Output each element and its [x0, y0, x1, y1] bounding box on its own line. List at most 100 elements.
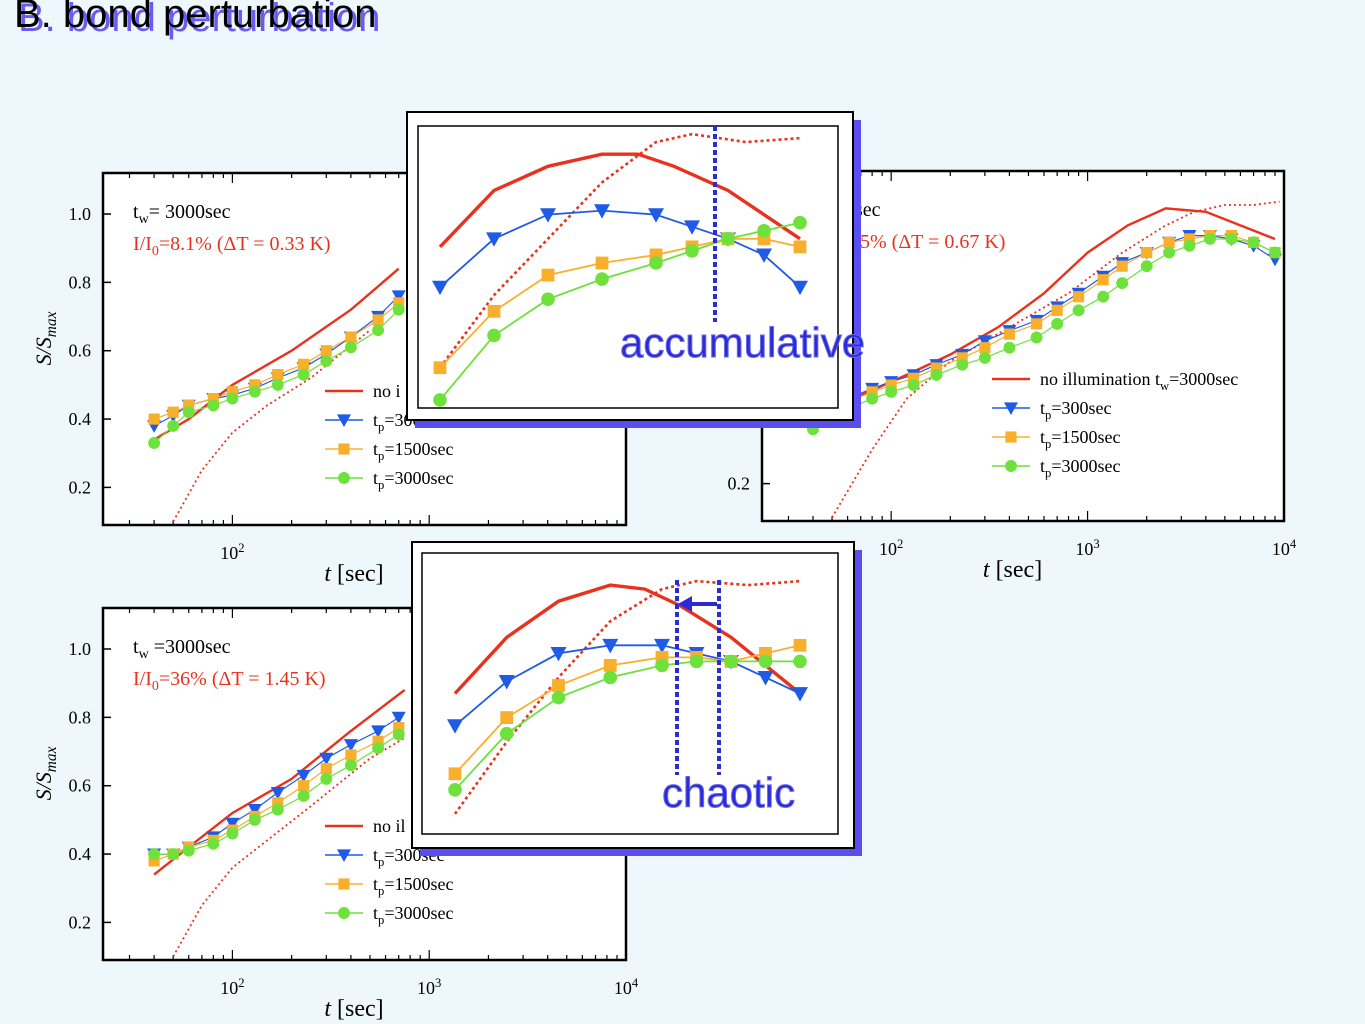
data-point	[930, 368, 943, 381]
data-point	[248, 385, 261, 398]
legend-marker	[1004, 402, 1018, 415]
inset-data-point	[595, 256, 609, 270]
x-tick-label: 103	[417, 976, 441, 998]
inset-data-point	[757, 223, 771, 238]
inset-data-point	[602, 638, 619, 654]
data-point	[148, 437, 161, 449]
data-point	[345, 749, 357, 761]
inset-data-point	[792, 280, 808, 296]
y-axis-label: S/Smax	[31, 746, 60, 800]
inset-data-point	[684, 220, 700, 235]
data-point	[272, 797, 284, 809]
y-tick-label: 0.2	[69, 477, 92, 497]
data-point	[371, 725, 386, 739]
x-axis-label: t [sec]	[983, 557, 1042, 583]
data-point	[207, 837, 220, 850]
inset-plot-frame	[417, 125, 839, 409]
series-line-reference	[172, 329, 371, 523]
inset-data-point	[487, 304, 501, 318]
data-point	[343, 739, 358, 752]
y-tick-label: 0.8	[69, 272, 92, 292]
data-point	[249, 379, 261, 391]
data-point	[866, 386, 878, 398]
data-point	[885, 385, 898, 398]
legend-marker	[338, 878, 350, 890]
data-point	[320, 763, 332, 775]
inset-data-point	[721, 232, 735, 246]
x-tick-label: 103	[1075, 537, 1099, 559]
y-tick-label: 0.6	[69, 776, 92, 796]
data-point	[297, 358, 310, 370]
legend-label: tp=1500sec	[373, 874, 453, 898]
inset-data-point	[689, 654, 704, 669]
data-point	[319, 752, 334, 766]
data-point	[167, 848, 180, 861]
inset-data-point	[541, 268, 555, 282]
data-point	[391, 290, 406, 304]
data-point	[207, 392, 219, 405]
x-axis-label: t [sec]	[324, 996, 383, 1022]
data-point	[956, 352, 968, 364]
legend-marker	[1005, 460, 1017, 472]
inset-data-point	[486, 232, 502, 247]
inset-data-point	[498, 675, 515, 690]
inset-data-point	[648, 208, 664, 223]
data-point	[393, 722, 405, 734]
data-point	[1183, 233, 1196, 245]
y-tick-label: 0.2	[728, 474, 751, 494]
legend-marker	[337, 414, 351, 427]
legend-marker	[338, 472, 350, 484]
inset-data-point	[603, 659, 617, 672]
data-point	[225, 817, 240, 831]
inset-data-point	[758, 654, 773, 669]
data-point	[247, 804, 262, 817]
data-point	[885, 379, 897, 391]
data-point	[320, 772, 333, 785]
data-point	[272, 369, 284, 381]
inset-data-point	[433, 361, 447, 375]
inset-data-point	[793, 638, 807, 652]
data-point	[1030, 331, 1043, 344]
data-point	[207, 399, 220, 412]
legend-marker	[338, 907, 350, 919]
data-point	[344, 341, 357, 354]
data-point	[226, 386, 239, 398]
shift-arrow-head	[678, 596, 692, 612]
inset-data-point	[793, 240, 807, 254]
x-tick-label: 104	[614, 976, 639, 998]
inset-data-point	[433, 393, 447, 407]
annotation-accumulative: accumulative	[620, 319, 865, 366]
inset-data-point	[793, 215, 807, 230]
inset-data-point	[603, 670, 618, 685]
data-point	[1051, 304, 1063, 316]
data-point	[1030, 318, 1043, 330]
data-point	[372, 742, 385, 755]
data-point	[1072, 304, 1085, 317]
inset-data-point	[447, 719, 463, 734]
y-axis-label: S/Smax	[31, 311, 60, 365]
inset-data-point	[792, 687, 808, 702]
data-point	[1163, 236, 1175, 248]
data-point	[226, 392, 239, 405]
intensity-label: I/I0=36% (ΔT = 1.45 K)	[133, 668, 326, 694]
data-point	[956, 358, 969, 371]
legend-label: no illumination tw=3000sec	[1040, 369, 1238, 393]
data-point	[345, 331, 357, 343]
intensity-label: 5.5% (ΔT = 0.67 K)	[845, 231, 1005, 253]
waiting-time-label: tw= 3000sec	[133, 201, 231, 227]
data-point	[372, 324, 385, 337]
legend-marker	[1005, 431, 1017, 443]
inset-data-point	[550, 646, 567, 662]
inset-data-point	[594, 204, 610, 219]
slide-title: B. bond perturbation	[14, 0, 377, 36]
data-point	[182, 844, 195, 857]
inset-line-no-illumination-t-w-3000sec	[453, 583, 802, 695]
legend-label: tp=3000sec	[373, 903, 453, 927]
data-point	[1247, 236, 1260, 249]
data-point	[1183, 239, 1196, 252]
data-point	[226, 827, 239, 840]
data-point	[271, 378, 284, 391]
y-tick-label: 0.6	[69, 341, 92, 361]
data-point	[907, 379, 920, 392]
